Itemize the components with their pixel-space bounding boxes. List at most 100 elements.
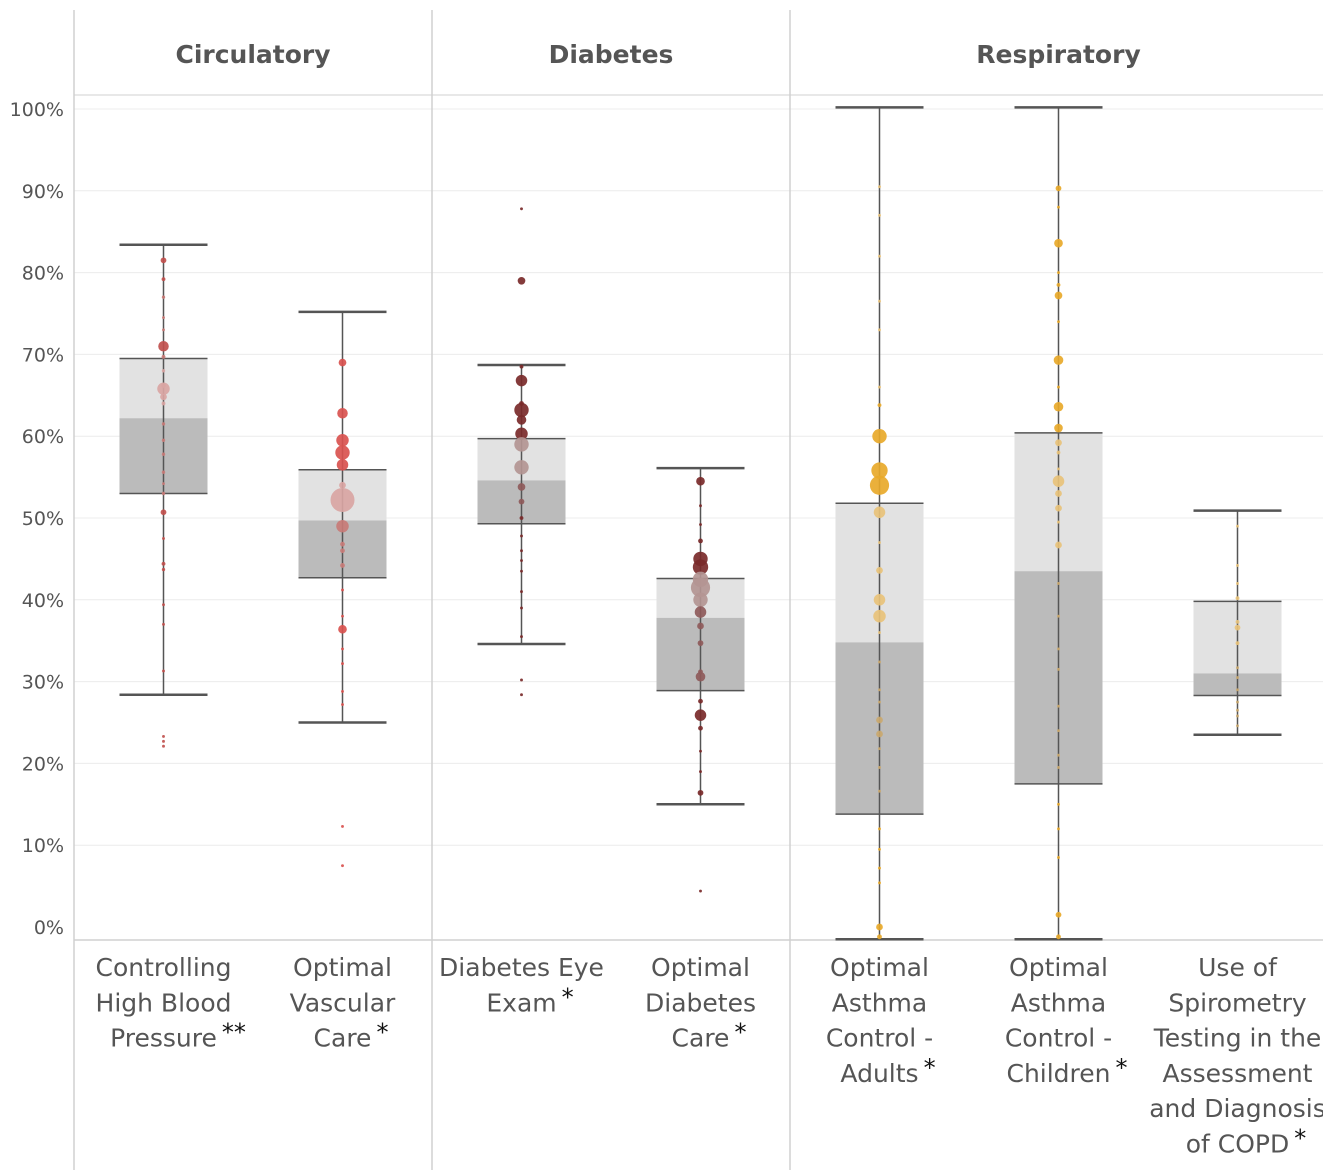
data-point [1057, 856, 1060, 859]
category-label-line: Diabetes [645, 988, 756, 1017]
data-point [162, 734, 165, 738]
data-point [162, 328, 165, 332]
data-point [162, 316, 165, 320]
data-point [1056, 934, 1061, 940]
significance-marker: * [1294, 1125, 1306, 1153]
data-point [341, 824, 344, 828]
data-point [1054, 238, 1063, 248]
data-point [1055, 541, 1062, 549]
data-point [161, 491, 166, 496]
category-label-line: High Blood [96, 988, 232, 1017]
data-point [520, 678, 523, 682]
data-point [1236, 564, 1239, 567]
data-point [1056, 282, 1061, 287]
data-point [1236, 666, 1239, 670]
data-point [699, 889, 702, 893]
data-point [871, 462, 888, 479]
data-point [341, 689, 344, 693]
category-label-line: Care [314, 1024, 372, 1053]
data-point [878, 789, 881, 793]
data-point [340, 548, 345, 554]
data-point [335, 445, 350, 460]
y-tick-label: 100% [10, 99, 64, 121]
data-point [1236, 582, 1239, 585]
data-point [340, 541, 345, 547]
data-point [1234, 624, 1241, 631]
category-label-line: Diabetes Eye [439, 953, 604, 982]
category-label-line: Optimal [293, 953, 392, 982]
data-point [1055, 439, 1062, 447]
category-label-line: Asthma [1011, 988, 1106, 1017]
category-label-line: Pressure [110, 1024, 217, 1053]
category-label-line: Spirometry [1168, 988, 1307, 1017]
data-point [161, 422, 166, 426]
data-point [519, 516, 524, 520]
data-point [1236, 714, 1239, 718]
data-point [520, 559, 523, 562]
data-point [338, 624, 347, 634]
data-point [697, 622, 704, 630]
data-point [1235, 619, 1240, 624]
data-point [878, 847, 881, 851]
category-label-line: of COPD [1186, 1130, 1290, 1159]
data-point [873, 609, 886, 623]
data-point [161, 277, 166, 282]
data-point [878, 541, 881, 544]
data-point [696, 476, 705, 486]
data-point [1235, 596, 1240, 601]
data-point [878, 747, 881, 751]
category-label-line: Vascular [290, 988, 396, 1017]
category-label-line: Asthma [832, 988, 927, 1017]
data-point [878, 328, 881, 332]
category-label-line: Adults [840, 1059, 918, 1088]
data-point [336, 434, 349, 447]
significance-marker: * [562, 983, 574, 1011]
data-point [1057, 582, 1060, 585]
data-point [330, 488, 355, 513]
data-point [1057, 729, 1060, 733]
data-point [878, 766, 881, 769]
data-point [699, 770, 702, 774]
data-point [514, 460, 529, 475]
data-point [878, 827, 881, 831]
data-point [876, 716, 883, 724]
data-point [1057, 753, 1060, 757]
group-title-circulatory: Circulatory [175, 40, 330, 69]
data-point [336, 459, 349, 471]
data-point [1236, 724, 1239, 728]
data-point [160, 257, 167, 264]
y-tick-label: 80% [22, 263, 64, 285]
data-point [1054, 423, 1063, 433]
significance-marker: * [1116, 1054, 1128, 1082]
category-label-line: Optimal [830, 953, 929, 982]
data-point [878, 866, 881, 870]
y-tick-label: 30% [22, 672, 64, 694]
data-point [518, 498, 525, 505]
data-point [694, 709, 707, 721]
data-point [693, 592, 708, 607]
data-point [336, 519, 349, 533]
data-point [520, 569, 523, 573]
data-point [341, 703, 344, 706]
category-label-line: Optimal [1009, 953, 1108, 982]
data-point [162, 622, 165, 626]
data-point [1055, 490, 1062, 497]
data-point [877, 403, 882, 408]
data-point [162, 739, 165, 743]
data-point [341, 662, 344, 666]
y-tick-label: 70% [22, 344, 64, 366]
data-point [876, 730, 883, 738]
data-point [160, 393, 167, 401]
data-point [1055, 504, 1062, 512]
category-label-line: and Diagnosis [1149, 1094, 1323, 1123]
data-point [517, 276, 526, 285]
y-tick-label: 40% [22, 590, 64, 612]
data-point [876, 566, 883, 574]
data-point [698, 538, 703, 544]
data-point [699, 523, 702, 526]
data-point [697, 640, 704, 647]
data-point [339, 481, 346, 489]
data-point [878, 185, 881, 189]
data-point [160, 509, 167, 516]
